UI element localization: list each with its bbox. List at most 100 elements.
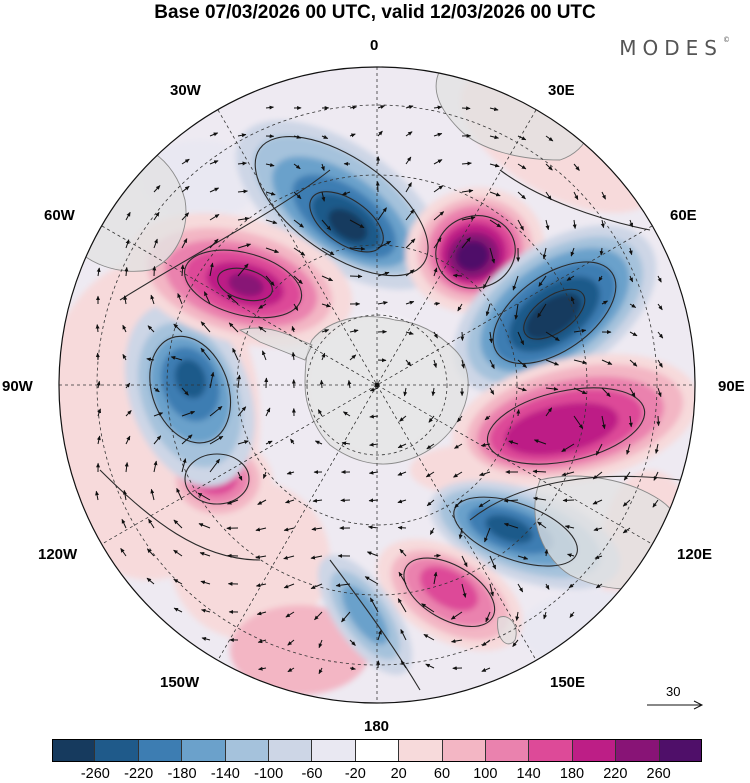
colorbar-tick-label: 100 (473, 766, 498, 782)
wind-vector (489, 107, 499, 111)
wind-vector (265, 275, 275, 286)
wind-vector (335, 583, 351, 588)
wind-vector (377, 629, 382, 641)
wind-vector (209, 458, 221, 473)
wind-vector (489, 555, 497, 570)
wind-vector (283, 583, 295, 589)
wind-vector (97, 408, 102, 417)
wind-vector (341, 191, 351, 196)
wind-vector (293, 163, 301, 170)
wind-vector (461, 161, 472, 166)
wind-vector (657, 331, 664, 339)
wind-vector (283, 527, 295, 532)
wind-vector (257, 639, 267, 644)
wind-vector (255, 583, 267, 588)
wind-vector (321, 135, 329, 139)
wind-vector (125, 239, 130, 249)
wind-vector (209, 187, 220, 193)
wind-vector (377, 207, 387, 221)
wind-vector (515, 611, 520, 621)
wind-vector (489, 331, 493, 344)
wind-vector (228, 322, 239, 333)
wind-vector (287, 667, 295, 673)
wind-vector (232, 347, 239, 361)
wind-vector (150, 488, 155, 501)
wind-vector (257, 499, 267, 505)
wind-vector (489, 583, 494, 597)
wind-vector (148, 518, 155, 529)
wind-vector (237, 216, 250, 221)
wind-vector (421, 603, 435, 613)
wind-vector (125, 410, 132, 417)
wind-vector (177, 293, 183, 305)
wind-vectors (95, 105, 664, 675)
wind-vector (545, 359, 559, 366)
wind-vector (170, 356, 183, 361)
wind-vector (532, 469, 547, 474)
colorbar-tick-label: 180 (559, 766, 585, 782)
wind-vector (237, 374, 242, 389)
wind-vector (120, 547, 127, 557)
wind-vector (319, 379, 324, 389)
wind-vector (176, 487, 183, 501)
wind-vector (593, 527, 603, 532)
wind-vector (629, 219, 634, 228)
wind-vector (601, 415, 606, 430)
wind-vector (628, 247, 633, 256)
wind-vector (460, 331, 465, 341)
colorbar-swatch (182, 739, 226, 762)
wind-vector (512, 639, 519, 647)
wind-vector (433, 159, 443, 165)
wind-vector (622, 527, 631, 534)
wind-vector (377, 130, 383, 137)
brand-name: MODES (619, 36, 723, 60)
wind-vector (377, 240, 392, 249)
wind-vector (152, 265, 157, 277)
wind-vector (503, 498, 519, 503)
wind-vector (656, 415, 661, 427)
wind-vector (310, 555, 323, 560)
wind-vector (485, 611, 491, 623)
wind-vector (599, 247, 604, 256)
wind-vector (426, 499, 435, 507)
wind-vector (508, 440, 519, 445)
wind-vector (544, 549, 549, 557)
wind-vector (122, 353, 127, 361)
wind-vector (317, 409, 323, 417)
wind-vector (237, 243, 252, 249)
colorbar-tick-label: -60 (301, 766, 323, 782)
wind-vector (209, 213, 220, 221)
wind-vector (405, 238, 416, 249)
lon-label-180: 180 (364, 718, 390, 735)
wind-vector (209, 132, 219, 137)
wind-vector (369, 387, 379, 392)
colorbar-tick-label: 20 (390, 766, 407, 782)
wind-vector (366, 551, 379, 557)
wind-vector (503, 522, 519, 529)
wind-vector (457, 415, 463, 423)
wind-vector (181, 434, 193, 445)
wind-vector (461, 583, 467, 598)
map-title: Base 07/03/2026 00 UTC, valid 12/03/2026… (154, 2, 596, 23)
wind-vector (517, 219, 524, 231)
colorbar-swatch (442, 739, 487, 762)
wind-vector (349, 105, 357, 110)
wind-vector (428, 415, 435, 423)
colorbar-tick-label: -20 (344, 766, 366, 782)
wind-vector (377, 300, 388, 305)
wind-vector (311, 526, 323, 531)
lon-label-30e: 30E (548, 82, 575, 99)
wind-vector (398, 571, 407, 585)
wind-vector (258, 666, 267, 671)
wind-vector (516, 409, 521, 417)
wind-vector (173, 578, 183, 585)
wind-vector (321, 275, 334, 282)
colorbar-swatch (529, 739, 573, 762)
wind-vector (200, 321, 211, 333)
wind-vector (629, 359, 638, 367)
wind-vector (201, 636, 211, 641)
wind-vector (209, 435, 224, 445)
wind-vector (545, 135, 554, 142)
wind-vector (377, 271, 390, 277)
wind-vector (405, 131, 413, 137)
